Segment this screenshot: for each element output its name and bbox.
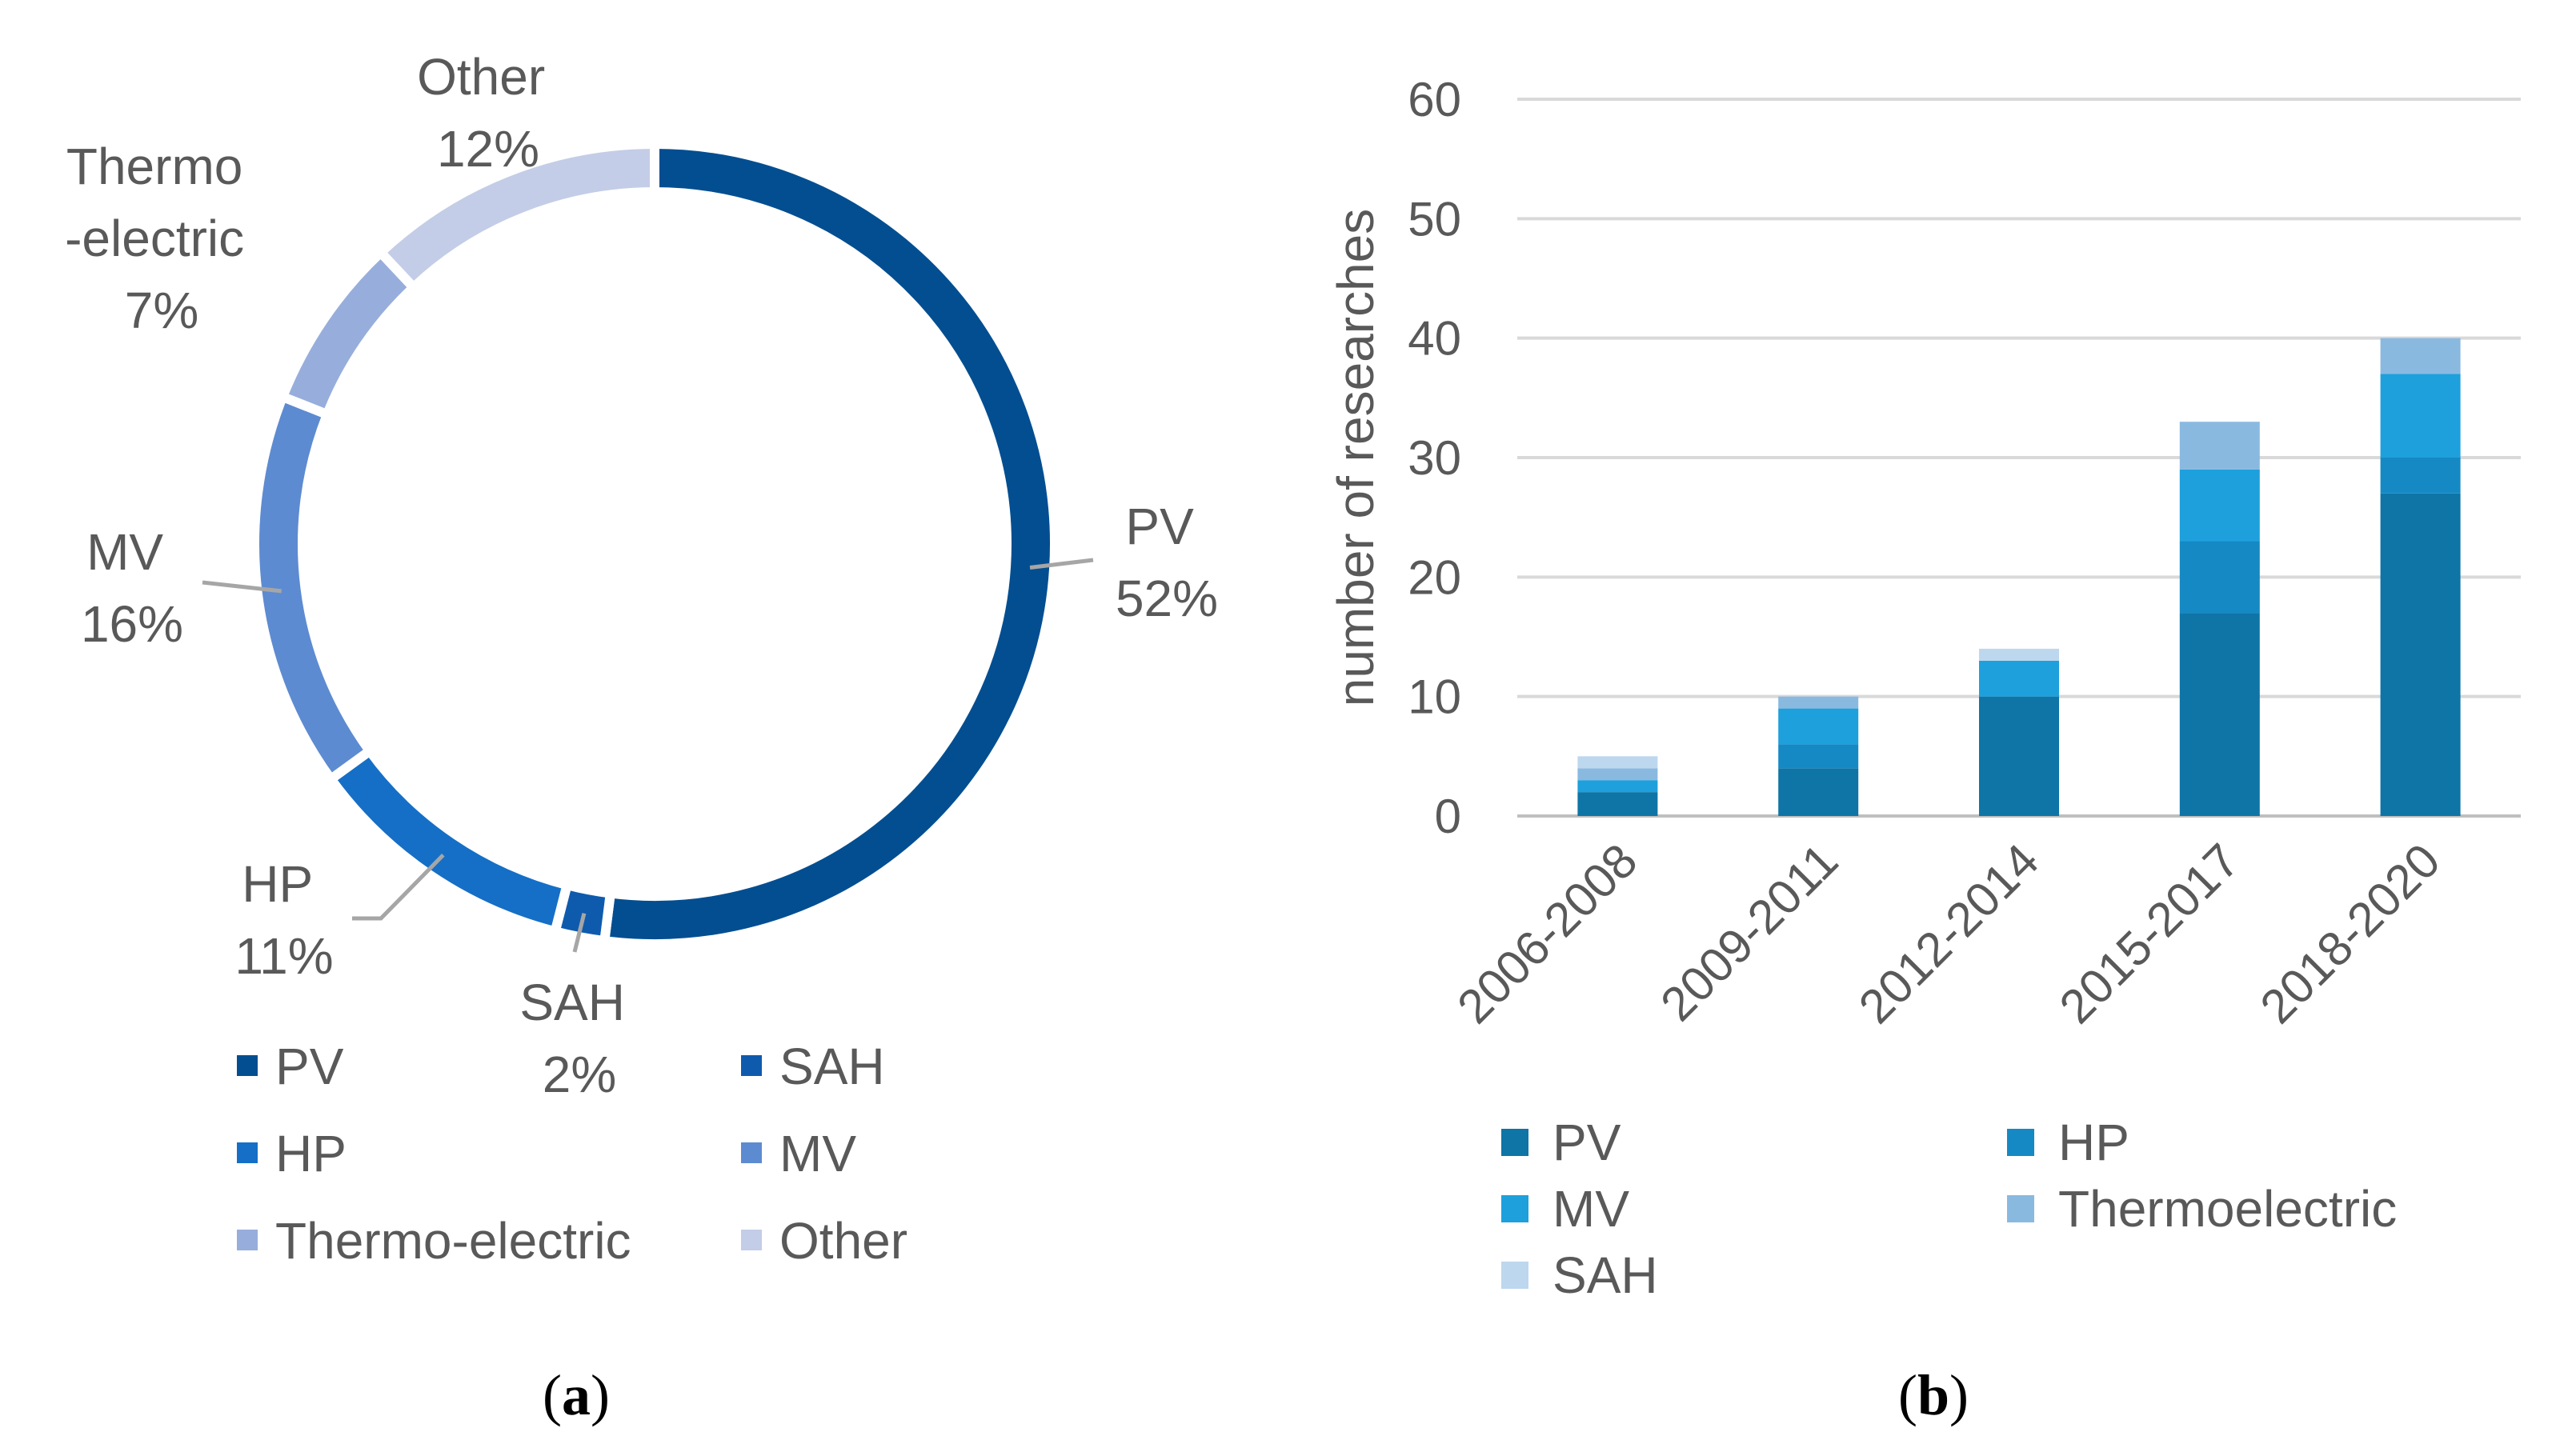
donut-label-thermo-electric: Thermo -electric 7% xyxy=(65,138,258,339)
legend-label-sah: SAH xyxy=(1552,1246,1658,1304)
y-tick-label-20: 20 xyxy=(1408,550,1461,604)
y-axis-title: number of researches xyxy=(1327,209,1384,707)
x-tick-label-2015-2017: 2015-2017 xyxy=(2049,834,2250,1034)
bars xyxy=(1577,338,2461,816)
donut-slice-thermo-electric xyxy=(276,246,421,421)
donut-label-sah: SAH 2% xyxy=(519,974,639,1103)
legend-swatch-pv xyxy=(1501,1129,1528,1156)
x-tick-labels: 2006-2008 2009-2011 2012-2014 2015-2017 2018… xyxy=(1447,834,2450,1034)
legend-swatch-pv xyxy=(237,1055,258,1076)
stacked-bar-chart-panel: 0 10 20 30 40 50 60 2006-2008 2009-2011 2012-201… xyxy=(1327,73,2521,1427)
leader-line-mv xyxy=(202,580,282,594)
legend-label-mv: MV xyxy=(779,1125,856,1182)
y-tick-label-0: 0 xyxy=(1435,790,1461,843)
x-tick-label-2006-2008: 2006-2008 xyxy=(1447,834,1647,1034)
bar-mv-2018-2020 xyxy=(2380,374,2461,458)
donut-label-pv: PV 52% xyxy=(1116,498,1218,627)
legend-label-other: Other xyxy=(779,1212,907,1270)
legend-label-thermoelectric: Thermoelectric xyxy=(2058,1180,2397,1238)
bar-pv-2006-2008 xyxy=(1577,792,1658,816)
legend-swatch-mv xyxy=(1501,1195,1528,1222)
bar-pv-2009-2011 xyxy=(1778,768,1859,816)
bar-mv-2012-2014 xyxy=(1979,660,2059,697)
legend-label-sah: SAH xyxy=(779,1038,885,1095)
leader-line-pv xyxy=(1029,558,1094,570)
legend-swatch-thermo-electric xyxy=(237,1230,258,1250)
donut-slice-pv xyxy=(599,138,1060,949)
donut-leader-lines xyxy=(202,558,1094,953)
bar-thermoelectric-2009-2011 xyxy=(1778,696,1859,709)
bar-sah-2012-2014 xyxy=(1979,648,2059,661)
y-tick-labels: 0 10 20 30 40 50 60 xyxy=(1408,73,1461,843)
bar-mv-2006-2008 xyxy=(1577,780,1658,793)
legend-label-thermo-electric: Thermo-electric xyxy=(275,1212,631,1270)
y-tick-label-30: 30 xyxy=(1408,431,1461,485)
bar-pv-2012-2014 xyxy=(1979,696,2059,816)
bar-hp-2009-2011 xyxy=(1778,744,1859,769)
legend-swatch-thermoelectric xyxy=(2007,1195,2034,1222)
bar-thermoelectric-2006-2008 xyxy=(1577,768,1658,781)
legend-label-hp: HP xyxy=(2058,1114,2129,1171)
bar-mv-2009-2011 xyxy=(1778,708,1859,745)
leader-line-hp xyxy=(352,853,445,921)
bar-pv-2015-2017 xyxy=(2179,613,2260,816)
bar-legend: PV HP MV Thermoelectric SAH xyxy=(1501,1114,2397,1304)
bar-thermoelectric-2018-2020 xyxy=(2380,338,2461,374)
leader-line-sah xyxy=(572,913,587,953)
donut-slices xyxy=(250,138,1060,949)
donut-label-other: Other 12% xyxy=(417,48,559,178)
donut-chart-panel: Other 12% Thermo -electric 7% PV 52% MV … xyxy=(65,48,1218,1427)
donut-legend: PV SAH HP MV Thermo-electric Other xyxy=(237,1038,907,1270)
y-tick-label-60: 60 xyxy=(1408,73,1461,126)
legend-label-pv: PV xyxy=(275,1038,344,1095)
bar-sah-2006-2008 xyxy=(1577,756,1658,769)
bar-hp-2018-2020 xyxy=(2380,458,2461,494)
donut-label-hp: HP 11% xyxy=(234,855,333,985)
legend-swatch-other xyxy=(741,1230,762,1250)
bar-pv-2018-2020 xyxy=(2380,493,2461,816)
donut-label-mv: MV 16% xyxy=(81,523,183,653)
legend-label-pv: PV xyxy=(1552,1114,1621,1171)
caption-b: (b) xyxy=(1898,1363,1969,1427)
x-tick-label-2012-2014: 2012-2014 xyxy=(1849,834,2049,1034)
legend-swatch-hp xyxy=(237,1142,258,1163)
y-tick-label-10: 10 xyxy=(1408,670,1461,724)
legend-label-mv: MV xyxy=(1552,1180,1629,1238)
bar-mv-2015-2017 xyxy=(2179,469,2260,542)
legend-swatch-sah xyxy=(1501,1262,1528,1289)
legend-label-hp: HP xyxy=(275,1125,347,1182)
legend-swatch-hp xyxy=(2007,1129,2034,1156)
x-tick-label-2018-2020: 2018-2020 xyxy=(2250,834,2450,1034)
donut-slice-hp xyxy=(324,744,573,938)
y-tick-label-50: 50 xyxy=(1408,192,1461,246)
legend-swatch-mv xyxy=(741,1142,762,1163)
x-tick-label-2009-2011: 2009-2011 xyxy=(1650,834,1848,1031)
legend-swatch-sah xyxy=(741,1055,762,1076)
donut-slice-mv xyxy=(250,390,377,786)
donut-slice-other xyxy=(374,138,659,294)
caption-a: (a) xyxy=(543,1363,610,1427)
bar-thermoelectric-2015-2017 xyxy=(2179,422,2260,470)
y-tick-label-40: 40 xyxy=(1408,312,1461,366)
bar-hp-2015-2017 xyxy=(2179,541,2260,614)
